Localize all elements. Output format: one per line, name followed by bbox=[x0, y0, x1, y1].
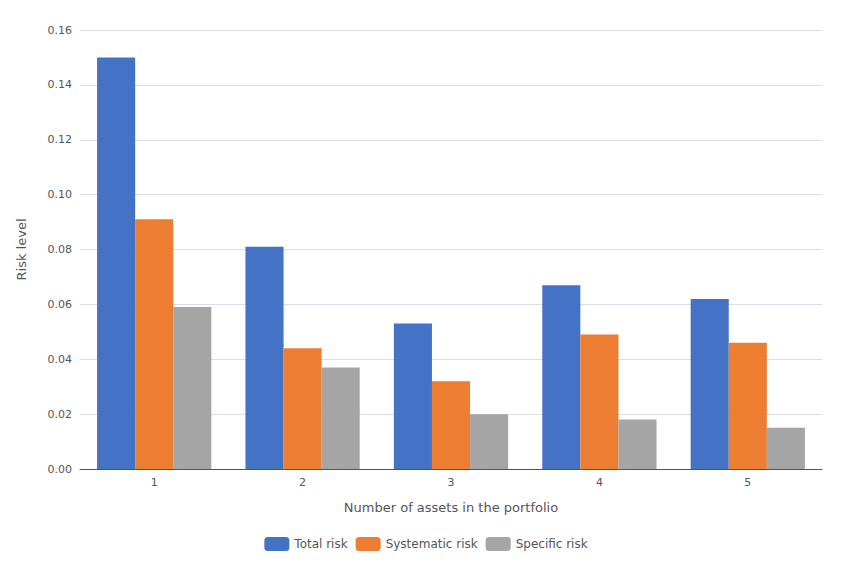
svg-text:Specific risk: Specific risk bbox=[516, 537, 588, 551]
svg-text:0.08: 0.08 bbox=[48, 243, 73, 256]
svg-text:0.00: 0.00 bbox=[48, 463, 73, 476]
svg-text:0.16: 0.16 bbox=[48, 24, 73, 37]
svg-text:Systematic risk: Systematic risk bbox=[386, 537, 478, 551]
svg-text:5: 5 bbox=[744, 476, 751, 489]
svg-text:0.04: 0.04 bbox=[48, 353, 73, 366]
svg-text:Risk level: Risk level bbox=[14, 219, 29, 281]
svg-text:0.06: 0.06 bbox=[48, 298, 73, 311]
svg-text:0.12: 0.12 bbox=[48, 133, 73, 146]
svg-text:Total risk: Total risk bbox=[293, 537, 347, 551]
svg-text:0.02: 0.02 bbox=[48, 408, 73, 421]
svg-text:1: 1 bbox=[151, 476, 158, 489]
svg-text:4: 4 bbox=[596, 476, 603, 489]
svg-text:2: 2 bbox=[299, 476, 306, 489]
svg-text:0.14: 0.14 bbox=[48, 78, 73, 91]
svg-text:3: 3 bbox=[448, 476, 455, 489]
svg-text:Number of assets in the portfo: Number of assets in the portfolio bbox=[344, 500, 558, 515]
svg-text:0.10: 0.10 bbox=[48, 188, 73, 201]
